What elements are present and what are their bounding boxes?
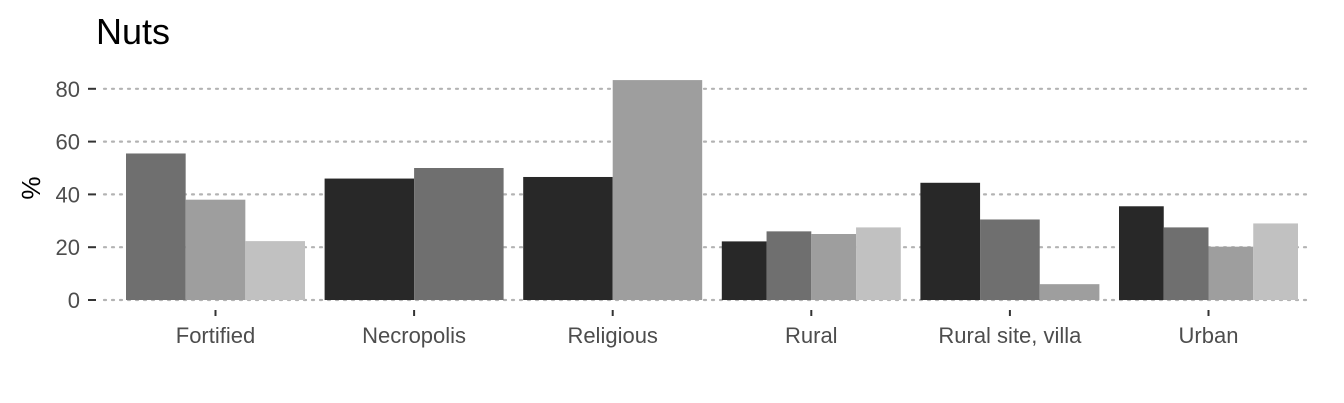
bar (1119, 206, 1164, 300)
bar-group (523, 80, 703, 300)
x-tick-label: Rural (785, 323, 838, 348)
x-tick-label: Rural site, villa (938, 323, 1082, 348)
bar (612, 80, 703, 300)
y-tick-label: 60 (56, 130, 80, 155)
bar (245, 241, 305, 300)
y-tick-label: 80 (56, 77, 80, 102)
bar (811, 234, 857, 300)
bars (126, 80, 1298, 300)
bar-group (721, 227, 901, 300)
bar (1208, 246, 1254, 300)
chart-title: Nuts (96, 11, 170, 52)
bar (523, 176, 613, 300)
y-tick-label: 20 (56, 235, 80, 260)
y-tick-label: 0 (68, 288, 80, 313)
bar (766, 231, 812, 300)
bar-group (324, 168, 504, 300)
bar (414, 168, 504, 300)
bar (920, 182, 981, 300)
bar (185, 199, 246, 300)
bar (1163, 227, 1209, 300)
bar (1039, 284, 1100, 300)
bar (324, 178, 415, 300)
bar-group (1119, 206, 1298, 300)
bar (980, 219, 1040, 300)
x-axis: Fortified Necropolis Religious Rural Rural s… (176, 310, 1239, 348)
bar-group (126, 153, 305, 300)
y-axis-title: % (16, 176, 46, 199)
bar (721, 241, 767, 300)
bar (856, 227, 901, 300)
bar-group (920, 182, 1100, 300)
x-tick-label: Necropolis (362, 323, 466, 348)
x-tick-label: Urban (1179, 323, 1239, 348)
bar (1253, 223, 1298, 300)
x-tick-label: Fortified (176, 323, 255, 348)
y-axis: 0 20 40 60 80 (56, 77, 96, 313)
x-tick-label: Religious (567, 323, 658, 348)
bar (126, 153, 186, 300)
y-tick-label: 40 (56, 182, 80, 207)
